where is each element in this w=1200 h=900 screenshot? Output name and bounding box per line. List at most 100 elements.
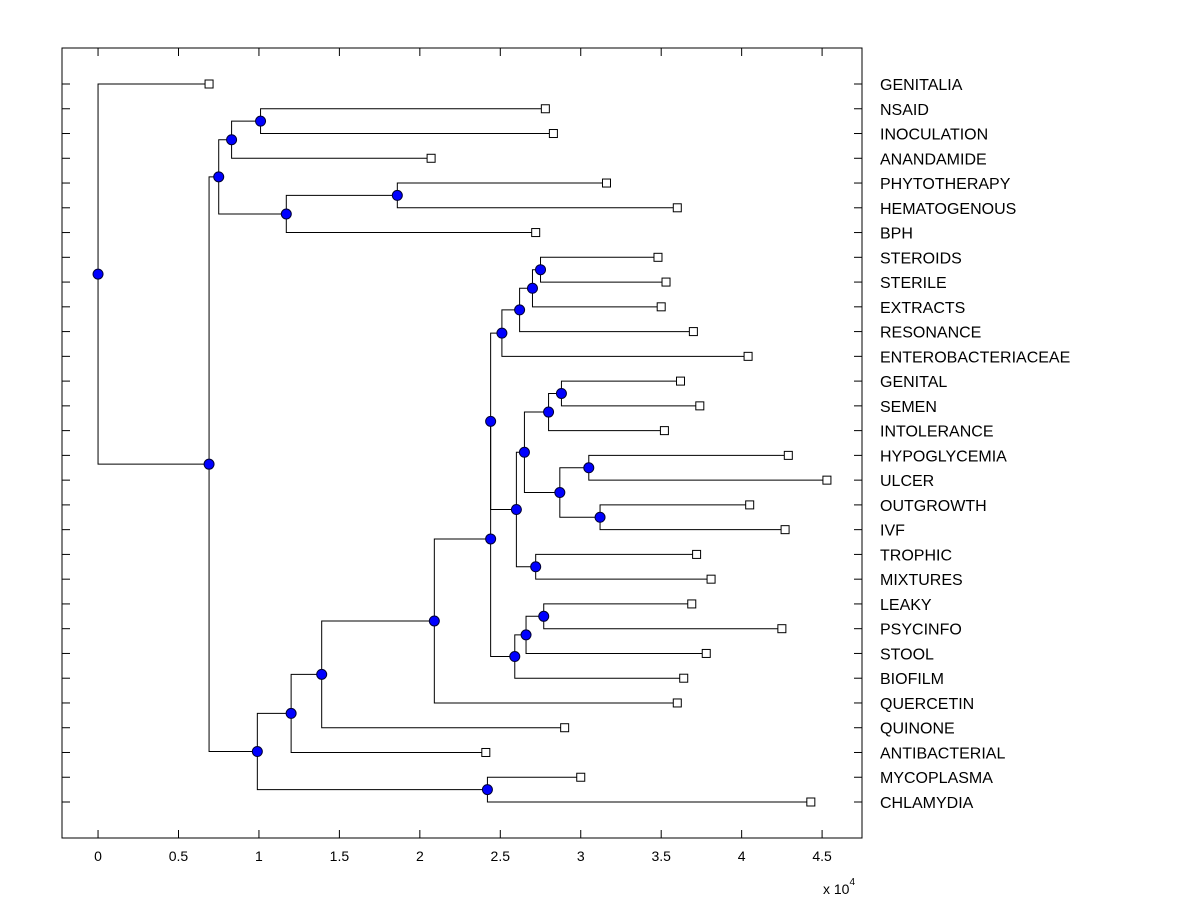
link [523, 411, 549, 453]
leaf-label: INOCULATION [880, 127, 988, 144]
node-marker [530, 561, 542, 573]
leaf-marker [701, 648, 711, 658]
link [501, 309, 520, 334]
link [523, 452, 560, 494]
leaf-label: MYCOPLASMA [880, 770, 993, 787]
x-tick-label: 4.5 [812, 848, 832, 864]
leaf-label: BIOFILM [880, 671, 944, 688]
leaf-label: ANTIBACTERIAL [880, 745, 1005, 762]
x-tick-label: 2 [416, 848, 424, 864]
leaf-label: BPH [880, 226, 913, 243]
leaf-marker [743, 351, 753, 361]
node-marker [496, 327, 508, 339]
link [231, 139, 432, 159]
leaf-label: GENITALIA [880, 77, 963, 94]
link [321, 620, 435, 675]
leaf-markers [204, 79, 832, 807]
leaf-marker [745, 500, 755, 510]
leaf-marker [676, 376, 686, 386]
link [531, 288, 662, 308]
leaf-label: SEMEN [880, 399, 937, 416]
leaf-marker [780, 525, 790, 535]
leaf-label: STEROIDS [880, 250, 962, 267]
x-tick-label: 1.5 [330, 848, 350, 864]
leaf-marker [706, 574, 716, 584]
leaf-label: PSYCINFO [880, 622, 962, 639]
leaf-label: STOOL [880, 646, 934, 663]
leaf-marker [687, 599, 697, 609]
link [231, 120, 261, 140]
node-marker [213, 171, 225, 183]
leaf-label: QUERCETIN [880, 696, 974, 713]
x-tick-label: 1 [255, 848, 263, 864]
leaf-label: OUTGROWTH [880, 498, 987, 515]
node-marker [391, 189, 403, 201]
leaf-label: PHYTOTHERAPY [880, 176, 1011, 193]
leaf-label: MIXTURES [880, 572, 963, 589]
leaf-marker [656, 302, 666, 312]
leaf-label: QUINONE [880, 721, 955, 738]
leaf-marker [806, 797, 816, 807]
x-tick-label: 0.5 [169, 848, 189, 864]
node-marker [226, 134, 238, 146]
node-marker [526, 282, 538, 294]
link [208, 464, 258, 753]
link [559, 492, 601, 518]
leaf-marker [672, 698, 682, 708]
link [548, 412, 665, 432]
node-marker [510, 504, 522, 516]
leaf-label: HEMATOGENOUS [880, 201, 1016, 218]
leaf-marker [481, 747, 491, 757]
leaf-labels: GENITALIA NSAID INOCULATION ANANDAMIDE PHYTO… [880, 77, 1070, 812]
node-marker [203, 458, 215, 470]
link [256, 751, 488, 791]
node-marker [481, 784, 493, 796]
node-marker [535, 264, 547, 276]
link [321, 674, 565, 729]
link [97, 83, 210, 275]
leaf-marker [688, 327, 698, 337]
leaf-label: CHLAMYDIA [880, 795, 974, 812]
leaf-label: ANANDAMIDE [880, 151, 987, 168]
link [290, 673, 322, 714]
node-markers [92, 115, 606, 796]
leaf-marker [822, 475, 832, 485]
x-tick-label: 3 [577, 848, 585, 864]
node-marker [485, 533, 497, 545]
node-marker [509, 651, 521, 663]
node-marker [485, 415, 497, 427]
node-marker [555, 387, 567, 399]
link [519, 309, 694, 333]
x-multiplier-exponent: 4 [849, 877, 855, 888]
link [515, 509, 536, 568]
node-marker [514, 304, 526, 316]
x-tick-label: 4 [738, 848, 746, 864]
link [433, 620, 678, 704]
leaf-marker [777, 624, 787, 634]
node-marker [583, 462, 595, 474]
leaf-marker [531, 228, 541, 238]
leaf-label: LEAKY [880, 597, 932, 614]
x-tick-label: 0 [94, 848, 102, 864]
link [514, 656, 684, 679]
leaf-marker [426, 153, 436, 163]
link [290, 713, 486, 753]
leaf-label: ULCER [880, 473, 934, 490]
leaf-label: GENITAL [880, 374, 947, 391]
leaf-marker [679, 673, 689, 683]
node-marker [538, 610, 550, 622]
node-marker [520, 629, 532, 641]
x-multiplier-label: x 104 [823, 877, 855, 897]
link [285, 213, 536, 234]
leaf-label: HYPOGLYCEMIA [880, 448, 1007, 465]
leaf-label: INTOLERANCE [880, 424, 994, 441]
y-axis-ticks [62, 83, 862, 803]
leaf-marker [661, 277, 671, 287]
node-marker [255, 115, 267, 127]
link [490, 538, 515, 658]
node-marker [554, 487, 566, 499]
plot-area [61, 47, 863, 839]
link [525, 615, 544, 635]
x-axis-ticks: 0 0.5 1 1.5 2 2.5 3 3.5 4 4.5 [94, 48, 832, 864]
